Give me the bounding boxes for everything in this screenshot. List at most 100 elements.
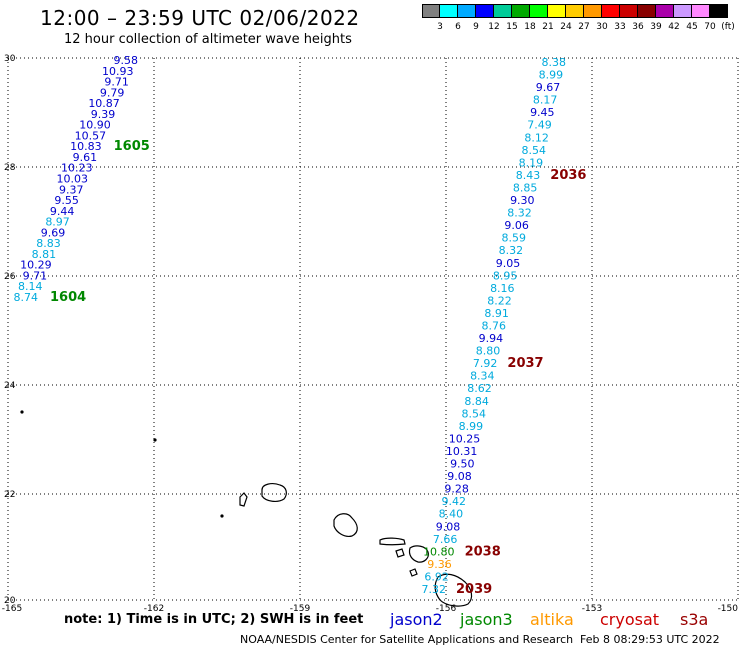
x-tick-label: -162 [144,604,164,614]
legend-altika: altika [530,610,574,629]
colorbar-swatch [512,4,530,18]
x-tick-label: -150 [718,604,739,614]
y-tick-label: 28 [4,163,16,173]
credit-date: Feb 8 08:29:53 UTC 2022 [580,633,720,646]
colorbar-label: 24 [560,22,572,32]
island-lanai [395,548,405,558]
pass-time-label: 2038 [465,544,501,559]
colorbar-swatch [422,4,440,18]
pass-time-label: 1605 [114,139,150,154]
x-tick-label: -165 [2,604,22,614]
y-tick-label: 20 [4,596,16,606]
wave-height-value: 9.69 [41,226,66,239]
wave-height-value: 7.92 [473,357,498,370]
wave-height-value: 8.81 [32,248,57,261]
wave-height-value: 9.50 [450,458,475,471]
colorbar-swatch [638,4,656,18]
colorbar-swatch [530,4,548,18]
island-oahu [333,513,358,537]
colorbar-swatch [692,4,710,18]
wave-height-value: 8.85 [513,181,538,194]
note-text: note: 1) Time is in UTC; 2) SWH is in fe… [64,612,364,627]
colorbar-label: 36 [632,22,644,32]
wave-height-value: 7.49 [527,119,552,132]
colorbar-label: 70 [704,22,716,32]
wave-height-value: 8.19 [519,156,544,169]
credit-text: NOAA/NESDIS Center for Satellite Applica… [240,633,574,646]
wave-height-value: 9.71 [104,76,129,89]
wave-height-value: 8.59 [502,232,527,245]
wave-height-value: 9.42 [442,495,467,508]
colorbar-label: 9 [473,22,479,32]
colorbar-swatch [476,4,494,18]
map-subtitle: 12 hour collection of altimeter wave hei… [64,32,352,47]
wave-height-value: 10.23 [61,162,93,175]
colorbar-swatch [620,4,638,18]
wave-height-value: 8.74 [14,291,39,304]
x-tick-label: -156 [436,604,457,614]
wave-height-value: 9.55 [54,194,79,207]
colorbar-label: 3 [437,22,443,32]
wave-height-value: 9.06 [504,219,529,232]
colorbar-swatch [566,4,584,18]
island-maui [408,545,429,563]
colorbar-swatch [494,4,512,18]
wave-height-value: 10.57 [75,129,107,142]
wave-height-value: 9.61 [73,151,98,164]
map-title: 12:00 – 23:59 UTC 02/06/2022 [40,6,360,30]
y-tick-label: 26 [4,272,16,282]
pass-time-label: 2039 [456,582,492,597]
wave-height-value: 9.67 [536,81,561,94]
wave-height-value: 8.54 [462,407,487,420]
island-niihau [239,492,248,507]
colorbar-swatch [584,4,602,18]
wave-height-value: 8.40 [439,508,464,521]
wave-height-value: 10.03 [57,173,89,186]
legend-jason3: jason3 [460,610,513,629]
y-tick-label: 22 [4,490,15,500]
grid-lines [7,57,739,601]
pass-time-label: 2036 [550,168,586,183]
colorbar-swatch [548,4,566,18]
wave-height-value: 8.32 [507,207,532,220]
colorbar-swatch [656,4,674,18]
colorbar-swatch [602,4,620,18]
legend-jason2: jason2 [390,610,443,629]
wave-height-value: 10.87 [88,97,120,110]
colorbar-label: 6 [455,22,461,32]
wave-height-value: 8.91 [484,307,509,320]
wave-height-value: 8.97 [45,216,70,229]
wave-height-value: 9.30 [510,194,535,207]
wave-height-value: 6.92 [424,570,449,583]
colorbar-label: 33 [614,22,626,32]
colorbar-frame [422,4,728,18]
colorbar-swatch [458,4,476,18]
wave-height-value: 8.83 [36,237,61,250]
wave-height-value: 10.93 [102,65,134,78]
wave-height-value: 10.31 [446,445,478,458]
wave-height-value: 8.62 [467,382,492,395]
y-tick-label: 24 [4,381,16,391]
colorbar-swatch [674,4,692,18]
wave-height-value: 8.84 [464,395,489,408]
island-kahoolawe [409,568,418,577]
wave-height-value: 7.66 [433,533,458,546]
wave-height-value: 10.29 [20,259,52,272]
pass-time-label: 2037 [507,356,543,371]
colorbar-label: 21 [542,22,554,32]
wave-height-value: 10.80 [423,545,455,558]
x-tick-label: -159 [290,604,311,614]
wave-height-value: 8.14 [18,280,43,293]
colorbar-label: 15 [506,22,518,32]
wave-height-value: 8.80 [476,345,501,358]
wave-height-value: 9.08 [447,470,472,483]
wave-height-value: 8.54 [522,144,547,157]
wave-height-value: 10.90 [79,119,111,132]
hawaii-islands [20,410,473,607]
wave-height-value: 10.25 [449,432,481,445]
wave-height-value: 9.05 [496,257,521,270]
colorbar-label: 12 [488,22,500,32]
wave-height-value: 8.22 [487,294,512,307]
wave-height-value: 8.99 [459,420,484,433]
